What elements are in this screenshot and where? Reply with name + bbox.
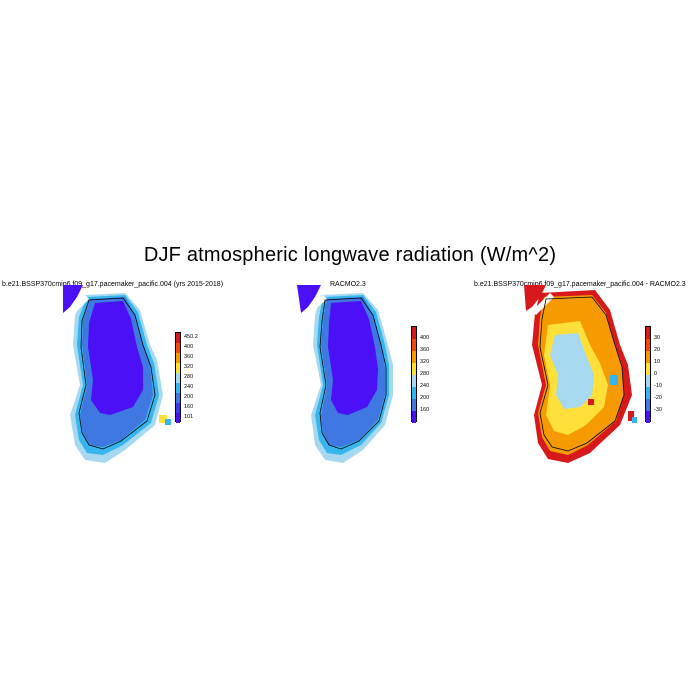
colorbar-tick-label: 200 — [184, 393, 194, 400]
greenland-map-difference — [524, 285, 637, 463]
colorbar-tick-label: 160 — [184, 403, 194, 410]
colorbar-tick-label: -20 — [654, 394, 662, 401]
colorbar-segment — [646, 363, 650, 375]
colorbar-segment — [176, 413, 180, 423]
colorbar-segment — [412, 327, 416, 339]
coastline — [319, 297, 387, 450]
colorbar-segment — [176, 363, 180, 373]
colorbar-tick-label: 400 — [420, 334, 430, 341]
map-corner-block — [524, 285, 546, 311]
colorbar-tick-label: -10 — [654, 382, 662, 389]
colorbar-2-box — [411, 326, 417, 423]
map-interior — [88, 301, 143, 415]
colorbar-segment — [646, 375, 650, 387]
figure-title: DJF atmospheric longwave radiation (W/m^… — [143, 244, 557, 266]
colorbar-segment — [412, 363, 416, 375]
colorbar-segment — [646, 411, 650, 423]
panel-3-title: b.e21.BSSP370cmip6.f09_g17.pacemaker_pac… — [474, 281, 686, 288]
map-red-patch — [588, 399, 594, 405]
island-patch-2 — [632, 417, 637, 423]
colorbar-tick-label: 160 — [420, 406, 430, 413]
island-patch-2 — [165, 419, 171, 425]
map-cyan-patch — [610, 375, 618, 385]
colorbar-segment — [646, 327, 650, 339]
colorbar-tick-label: 200 — [420, 394, 430, 401]
colorbar-segment — [176, 403, 180, 413]
colorbar-segment — [646, 339, 650, 351]
colorbar-1-box — [175, 332, 181, 423]
colorbar-tick-label: 400 — [184, 343, 194, 350]
colorbar-segment — [176, 383, 180, 393]
island-patch — [628, 411, 634, 421]
map-corner-block — [297, 285, 321, 313]
colorbar-tick-label: 20 — [654, 346, 661, 353]
map-interior — [328, 301, 378, 415]
colorbar-3-box — [645, 326, 651, 423]
colorbar-tick-label: 240 — [184, 383, 194, 390]
map-corner-block — [63, 285, 83, 313]
map-corner-wedge — [303, 295, 327, 315]
map-corner-wedge — [67, 295, 89, 315]
colorbar-segment — [646, 399, 650, 411]
greenland-map-model — [63, 285, 171, 463]
coastline — [539, 296, 625, 452]
colorbar-tick-label: 320 — [184, 363, 194, 370]
colorbar-segment — [176, 343, 180, 353]
colorbar-segment — [412, 399, 416, 411]
colorbar-segment — [646, 387, 650, 399]
panel-1-title: b.e21.BSSP370cmip6.f09_g17.pacemaker_pac… — [2, 281, 224, 288]
colorbar-tick-label: 280 — [420, 370, 430, 377]
colorbar-tick-label: 320 — [420, 358, 430, 365]
colorbar-tick-label: 101 — [184, 413, 194, 420]
map-light-blue — [550, 333, 594, 409]
colorbar-tick-label: 360 — [420, 346, 430, 353]
colorbar-tick-label: 0 — [654, 370, 658, 377]
colorbar-tick-label: 280 — [184, 373, 194, 380]
colorbar-tick-label: -30 — [654, 406, 662, 413]
colorbar-segment — [176, 353, 180, 363]
colorbar-segment — [412, 387, 416, 399]
colorbar-tick-label: 360 — [184, 353, 194, 360]
colorbar-segment — [646, 351, 650, 363]
colorbar-segment — [412, 351, 416, 363]
island-patch — [159, 415, 167, 423]
colorbar-segment — [176, 393, 180, 403]
colorbar-tick-label: 450.2 — [184, 333, 198, 340]
colorbar-segment — [176, 373, 180, 383]
coastline — [78, 297, 156, 450]
greenland-map-racmo — [297, 285, 393, 463]
colorbar-segment — [412, 339, 416, 351]
colorbar-segment — [176, 333, 180, 343]
colorbar-tick-label: 30 — [654, 334, 661, 341]
colorbar-tick-label: 10 — [654, 358, 661, 365]
colorbar-segment — [412, 411, 416, 423]
colorbar-segment — [412, 375, 416, 387]
colorbar-tick-label: 240 — [420, 382, 430, 389]
panel-2-title: RACMO2.3 — [330, 281, 366, 288]
